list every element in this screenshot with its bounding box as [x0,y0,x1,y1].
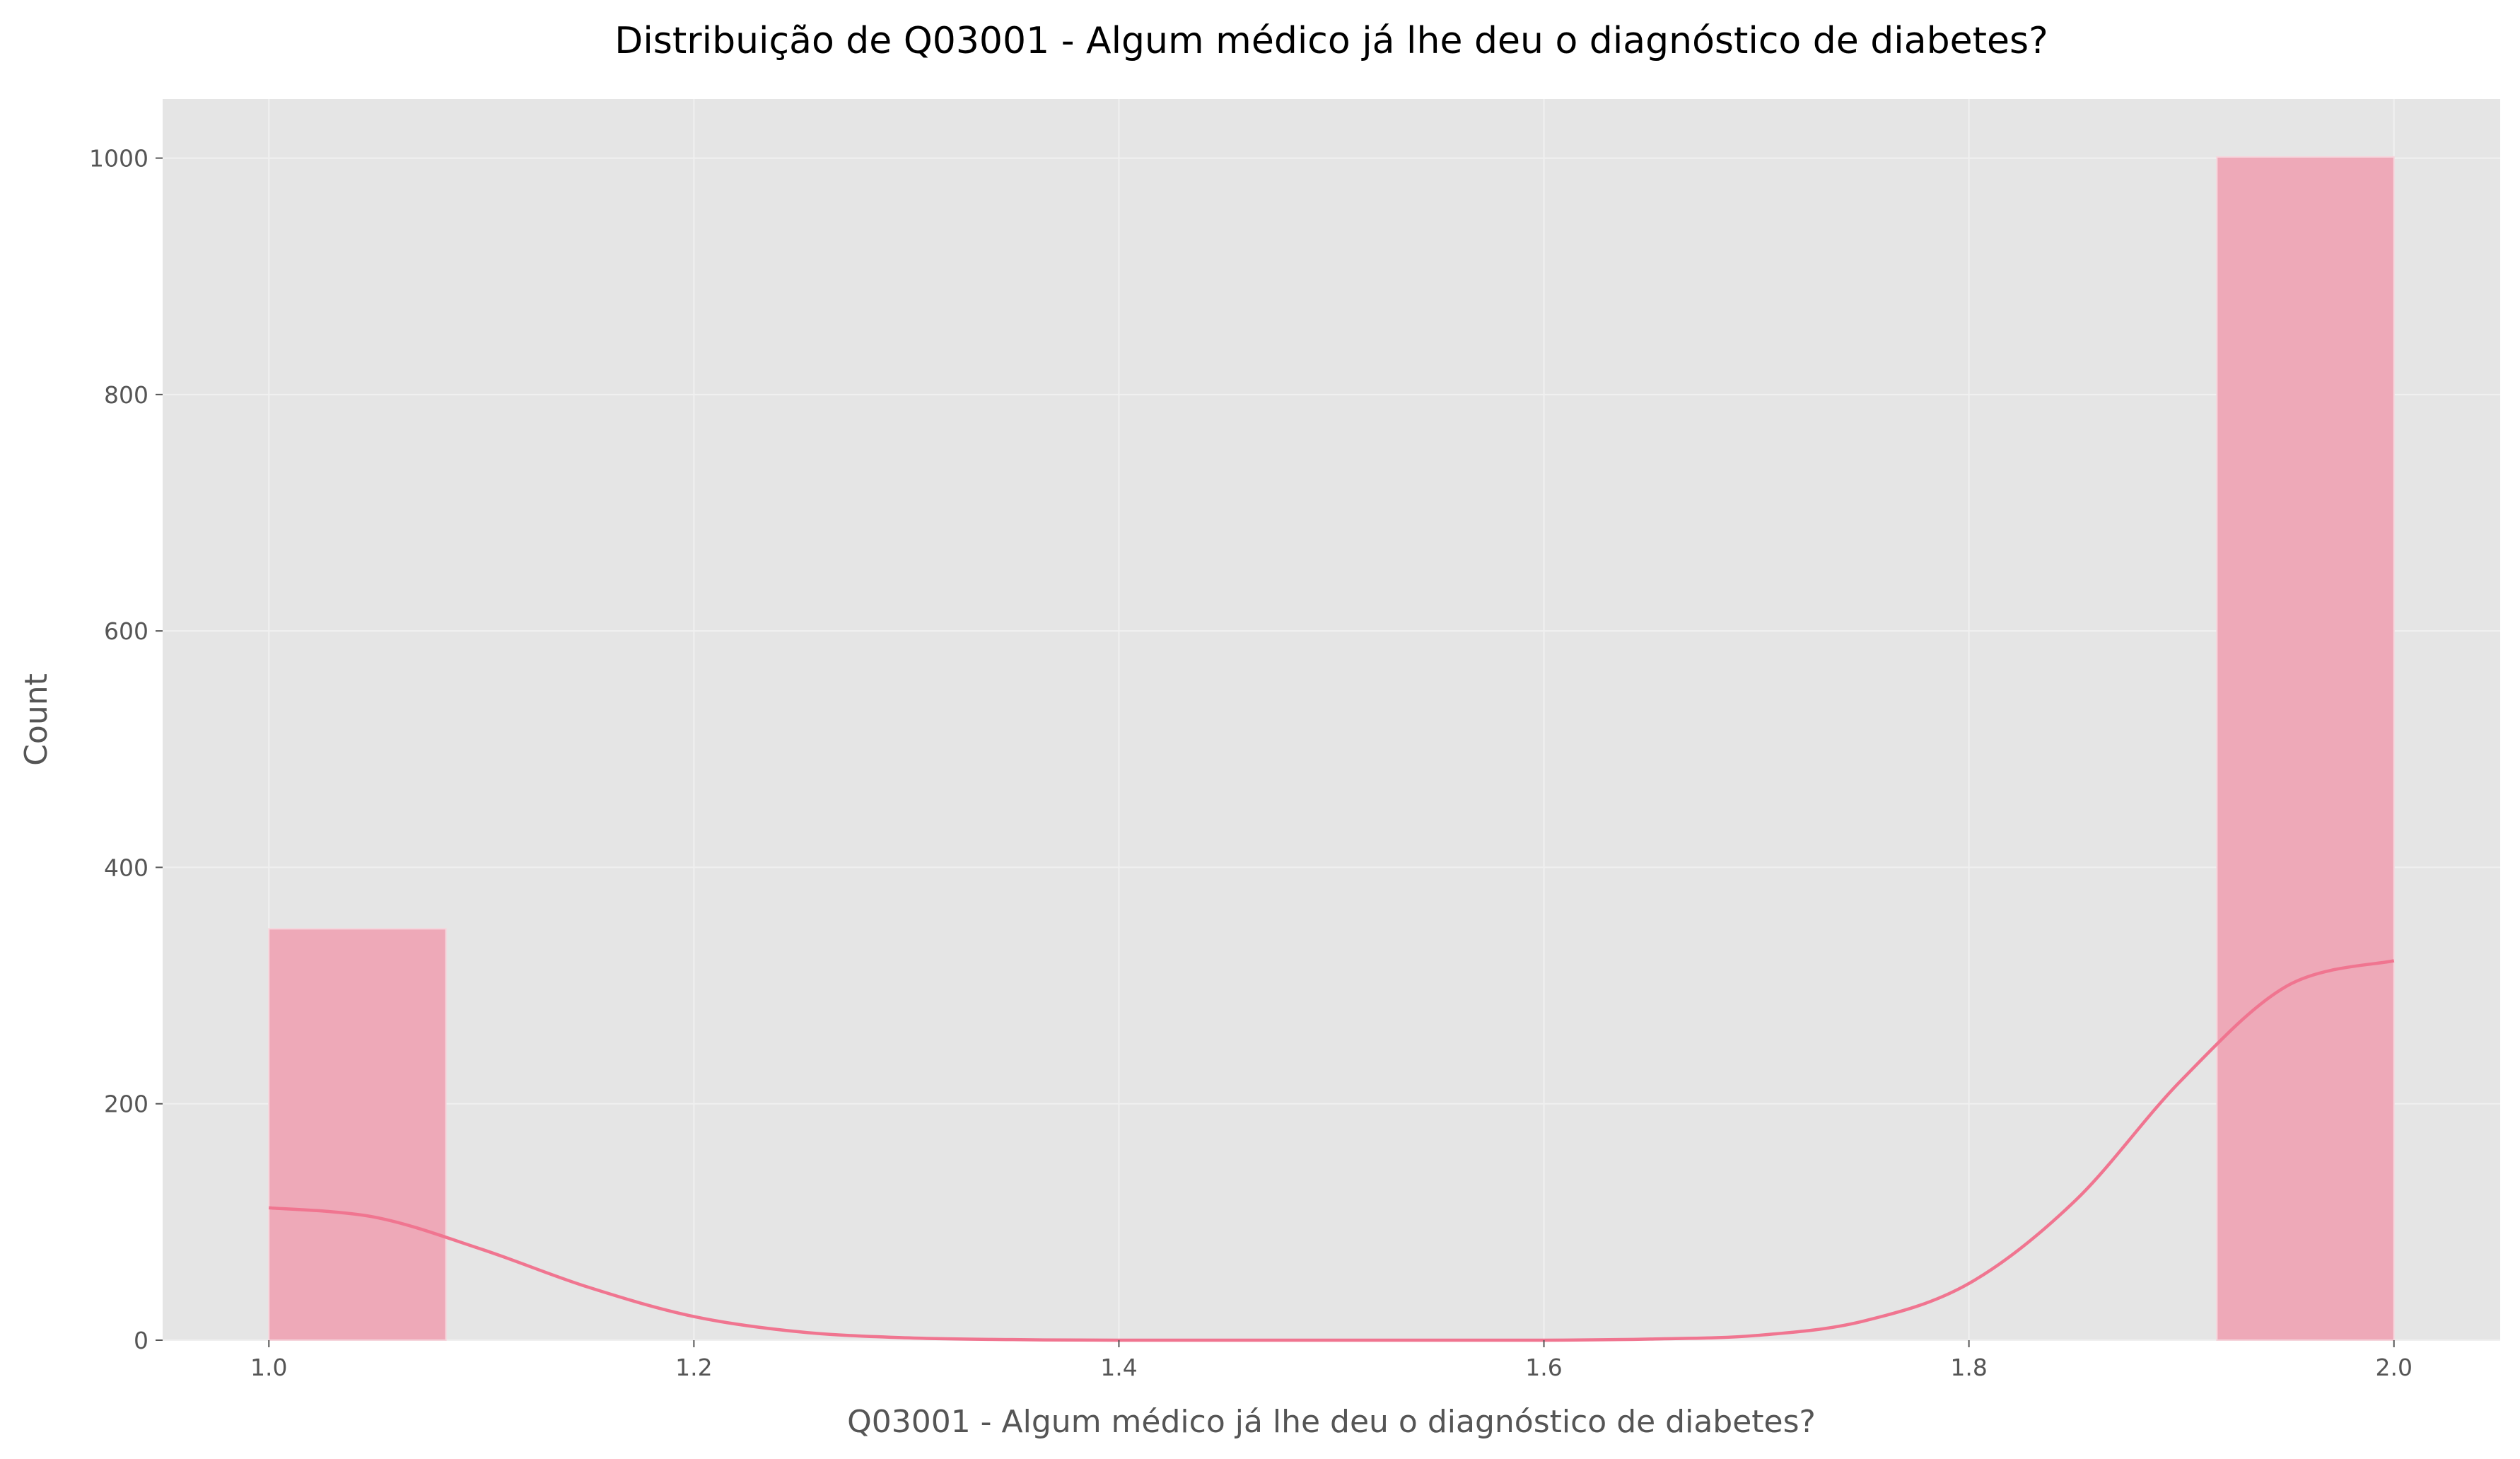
x-tick-label: 1.2 [675,1354,712,1381]
histogram-bar [268,928,447,1342]
kde-curve [269,959,2395,1342]
plot-background [163,99,2500,1340]
x-tick-label: 1.0 [250,1354,287,1381]
x-axis-ticks: 1.0 1.2 1.4 1.6 1.8 2.0 [250,1340,2413,1381]
y-axis-ticks: 0 200 400 600 800 1000 [89,145,163,1354]
x-axis-title: Q03001 - Algum médico já lhe deu o diagn… [847,1404,1816,1440]
histogram-bars [268,156,2395,1342]
y-tick-label: 0 [134,1327,148,1354]
chart-title: Distribuição de Q03001 - Algum médico já… [614,20,2048,62]
x-tick-label: 2.0 [2375,1354,2412,1381]
histogram-bar [2216,156,2395,1341]
x-tick-label: 1.8 [1950,1354,1987,1381]
y-tick-label: 1000 [89,145,148,173]
x-tick-label: 1.4 [1100,1354,1137,1381]
y-tick-label: 200 [104,1091,148,1118]
y-axis-title: Count [18,673,54,766]
x-tick-label: 1.6 [1525,1354,1562,1381]
y-tick-label: 400 [104,854,148,881]
y-tick-label: 800 [104,381,148,409]
y-tick-label: 600 [104,617,148,645]
